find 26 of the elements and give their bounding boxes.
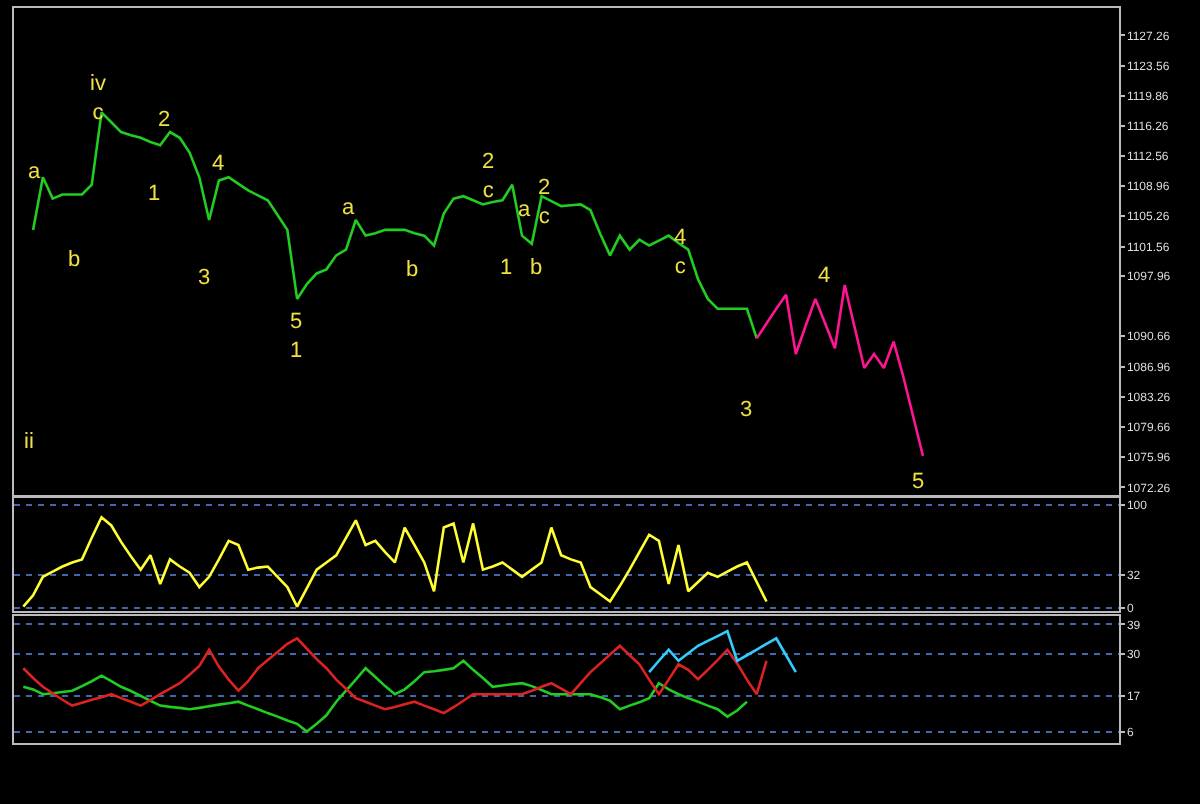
line-series xyxy=(31,111,759,340)
annotation: 1 xyxy=(148,182,161,206)
annotation: 5 1 xyxy=(290,310,303,363)
annotation: 2 c xyxy=(482,150,495,203)
line-series xyxy=(22,515,768,608)
annotation: b xyxy=(68,248,81,272)
line-series xyxy=(755,283,925,458)
annotation: ii xyxy=(24,430,34,454)
line-series xyxy=(22,637,768,715)
annotation: a xyxy=(342,196,356,220)
line-series xyxy=(647,629,798,674)
annotation: 3 xyxy=(198,266,211,290)
annotation: 5 xyxy=(912,470,925,494)
annotation: 4 xyxy=(212,152,225,176)
annotation: 3 xyxy=(740,398,753,422)
annotation: 2 xyxy=(158,108,171,132)
annotation: b xyxy=(406,258,419,282)
annotation: a xyxy=(518,198,532,222)
annotation: iv c xyxy=(90,72,107,125)
annotation: 2 c xyxy=(538,176,551,229)
annotation: 4 c xyxy=(674,226,687,279)
annotation: 4 xyxy=(818,264,831,288)
annotation: a xyxy=(28,160,42,184)
annotation: b xyxy=(530,256,543,280)
annotation: 1 xyxy=(500,256,513,280)
line-series xyxy=(22,659,749,733)
